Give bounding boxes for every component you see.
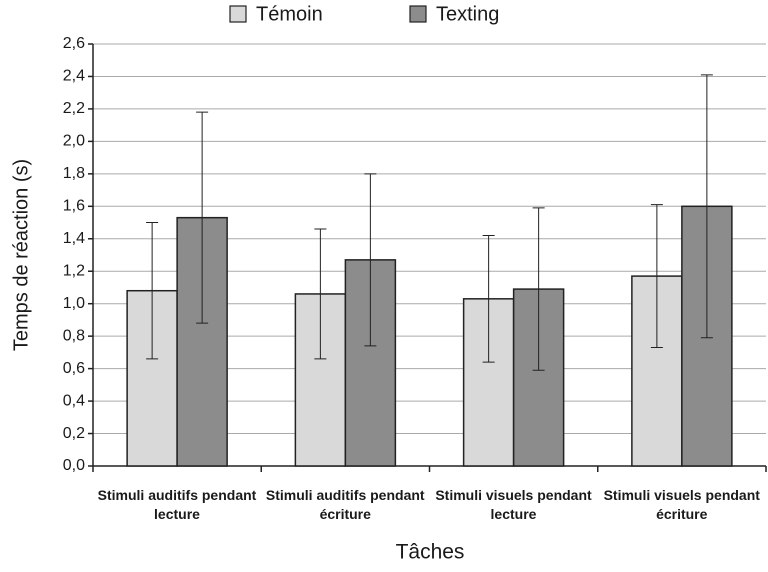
y-tick-label: 2,2	[63, 100, 85, 117]
x-tick-label: Stimuli visuels pendant lecture	[435, 487, 592, 522]
x-axis-title: Tâches	[396, 541, 465, 564]
legend-swatch	[409, 5, 427, 23]
legend-swatch	[229, 5, 247, 23]
legend-label: Texting	[436, 3, 499, 25]
error-bar	[314, 228, 327, 360]
x-tick-label: Stimuli visuels pendant écriture	[603, 487, 760, 522]
y-tick-label: 2,4	[63, 68, 85, 85]
error-bar	[196, 111, 209, 324]
x-tick-label: Stimuli auditifs pendant écriture	[265, 487, 425, 522]
y-tick-label: 0,0	[63, 457, 85, 474]
y-tick-label: 0,8	[63, 327, 85, 344]
y-tick-label: 1,8	[63, 165, 85, 182]
error-bar	[482, 235, 495, 363]
legend-label: Témoin	[256, 3, 323, 25]
y-tick-label: 1,4	[63, 230, 85, 247]
error-bar	[532, 207, 545, 371]
y-tick-label: 1,2	[63, 262, 85, 279]
x-tick-label: Stimuli auditifs pendant lecture	[97, 487, 257, 522]
y-tick-label: 1,6	[63, 198, 85, 215]
error-bar	[700, 74, 713, 339]
y-tick-label: 0,2	[63, 425, 85, 442]
y-tick-label: 2,0	[63, 133, 85, 150]
error-bar	[650, 204, 663, 349]
error-bar	[364, 173, 377, 347]
y-tick-label: 0,6	[63, 360, 85, 377]
y-tick-label: 0,4	[63, 392, 85, 409]
y-tick-label: 2,6	[63, 35, 85, 52]
error-bar	[146, 222, 159, 360]
y-tick-label: 1,0	[63, 295, 85, 312]
y-axis-title: Temps de réaction (s)	[10, 159, 32, 351]
